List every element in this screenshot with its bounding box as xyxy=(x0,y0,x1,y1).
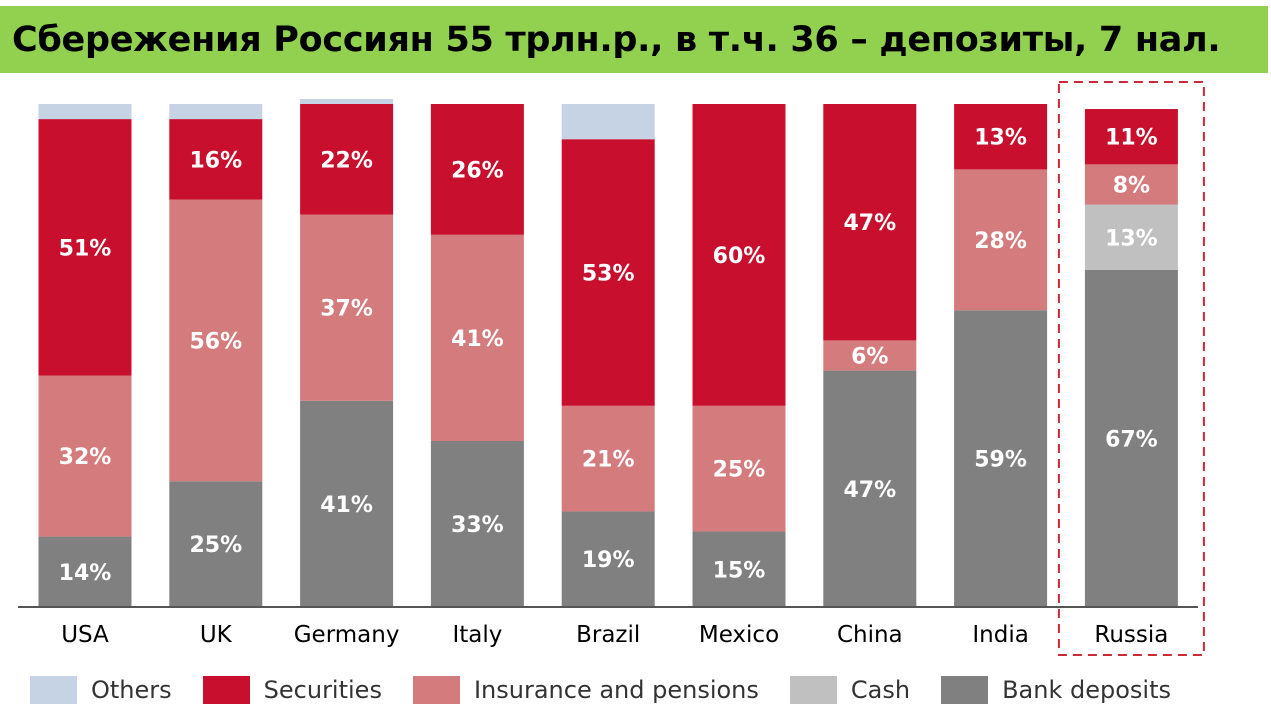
bar-uk-bank-deposits xyxy=(169,481,263,607)
x-tick-label-india: India xyxy=(972,622,1028,648)
data-label-brazil-bank-deposits: 19% xyxy=(582,548,635,573)
legend-swatch-insurance-and-pensions xyxy=(412,676,460,704)
title-banner: Сбережения Россиян 55 трлн.р., в т.ч. 36… xyxy=(0,6,1268,73)
data-label-italy-securities: 26% xyxy=(451,158,504,183)
bar-russia-cash xyxy=(1084,204,1178,270)
bar-usa-others xyxy=(38,104,132,120)
data-label-brazil-securities: 53% xyxy=(582,262,635,287)
x-tick-label-italy: Italy xyxy=(452,622,502,648)
bar-russia-bank-deposits xyxy=(1084,269,1178,607)
bar-italy-bank-deposits xyxy=(430,441,524,607)
data-label-italy-bank-deposits: 33% xyxy=(451,513,504,538)
data-label-russia-cash: 13% xyxy=(1105,226,1158,251)
bar-brazil-securities xyxy=(561,139,655,406)
data-label-uk-bank-deposits: 25% xyxy=(189,533,242,558)
legend-label-others: Others xyxy=(91,676,172,704)
bar-india-securities xyxy=(954,104,1048,170)
x-tick-label-usa: USA xyxy=(61,622,109,648)
page-title: Сбережения Россиян 55 трлн.р., в т.ч. 36… xyxy=(12,19,1221,60)
data-label-germany-bank-deposits: 41% xyxy=(320,493,373,518)
data-label-brazil-insurance-and-pensions: 21% xyxy=(582,448,635,473)
bar-india-insurance-and-pensions xyxy=(954,169,1048,311)
x-tick-labels-group: USA UK Germany Italy Brazil Mexico China India R… xyxy=(61,622,1168,648)
bar-uk-insurance-and-pensions xyxy=(169,199,263,482)
bar-usa-insurance-and-pensions xyxy=(38,375,132,537)
bar-germany-insurance-and-pensions xyxy=(300,214,394,401)
data-label-india-insurance-and-pensions: 28% xyxy=(974,229,1027,254)
bar-italy-securities xyxy=(430,104,524,235)
bar-russia-securities xyxy=(1084,109,1178,165)
bar-mexico-bank-deposits xyxy=(692,531,786,607)
bar-germany-securities xyxy=(300,104,394,215)
legend-swatch-others xyxy=(30,676,77,704)
x-tick-label-russia: Russia xyxy=(1094,622,1168,648)
legend-label-insurance-and-pensions: Insurance and pensions xyxy=(473,676,759,704)
legend-item-securities: Securities xyxy=(202,676,382,704)
data-label-russia-securities: 11% xyxy=(1105,126,1158,151)
data-label-usa-securities: 51% xyxy=(59,236,112,261)
data-label-germany-securities: 22% xyxy=(320,148,373,173)
legend: Others Securities Insurance and pensions Ca… xyxy=(30,672,1171,708)
bar-uk-securities xyxy=(169,119,263,200)
data-label-china-securities: 47% xyxy=(843,211,896,236)
data-label-india-securities: 13% xyxy=(974,126,1027,151)
segment-labels-group: 14% 32% 51% 25% 56% 16% 41% 37% 22% 33% 41% 26% 19% 2… xyxy=(59,126,1158,586)
x-tick-label-uk: UK xyxy=(200,622,233,648)
data-label-russia-bank-deposits: 67% xyxy=(1105,427,1158,452)
bar-mexico-insurance-and-pensions xyxy=(692,405,786,532)
bar-brazil-bank-deposits xyxy=(561,511,655,607)
data-label-uk-insurance-and-pensions: 56% xyxy=(189,329,242,354)
data-label-india-bank-deposits: 59% xyxy=(974,448,1027,473)
data-label-uk-securities: 16% xyxy=(189,148,242,173)
legend-label-bank-deposits: Bank deposits xyxy=(1002,676,1172,704)
x-tick-label-germany: Germany xyxy=(294,622,400,648)
legend-item-bank-deposits: Bank deposits xyxy=(941,676,1171,704)
data-label-china-bank-deposits: 47% xyxy=(843,478,896,503)
bar-uk-others xyxy=(169,104,263,120)
data-label-mexico-securities: 60% xyxy=(713,244,766,269)
data-label-mexico-bank-deposits: 15% xyxy=(713,558,766,583)
bar-brazil-insurance-and-pensions xyxy=(561,405,655,512)
data-label-russia-insurance-and-pensions: 8% xyxy=(1113,173,1150,198)
legend-label-securities: Securities xyxy=(263,676,382,704)
bar-china-insurance-and-pensions xyxy=(823,340,917,371)
bar-russia-insurance-and-pensions xyxy=(1084,164,1178,205)
legend-swatch-cash xyxy=(789,676,837,704)
data-label-germany-insurance-and-pensions: 37% xyxy=(320,297,373,322)
bar-germany-bank-deposits xyxy=(300,400,394,607)
bar-china-bank-deposits xyxy=(823,370,917,607)
x-tick-label-brazil: Brazil xyxy=(576,622,640,648)
bar-china-securities xyxy=(823,104,917,341)
x-tick-label-mexico: Mexico xyxy=(699,622,779,648)
data-label-mexico-insurance-and-pensions: 25% xyxy=(713,458,766,483)
legend-item-insurance-and-pensions: Insurance and pensions xyxy=(412,676,759,704)
bar-usa-bank-deposits xyxy=(38,536,132,607)
bar-usa-securities xyxy=(38,119,132,376)
legend-label-cash: Cash xyxy=(850,676,911,704)
bar-mexico-securities xyxy=(692,104,786,406)
data-label-italy-insurance-and-pensions: 41% xyxy=(451,327,504,352)
data-label-usa-insurance-and-pensions: 32% xyxy=(59,445,112,470)
bar-brazil-others xyxy=(561,104,655,140)
x-tick-label-china: China xyxy=(837,622,903,648)
data-label-usa-bank-deposits: 14% xyxy=(59,561,112,586)
bar-germany-others xyxy=(300,98,394,104)
bar-india-bank-deposits xyxy=(954,310,1048,607)
legend-swatch-bank-deposits xyxy=(941,676,989,704)
data-label-china-insurance-and-pensions: 6% xyxy=(851,345,888,370)
stacked-bar-chart: 14% 32% 51% 25% 56% 16% 41% 37% 22% 33% 41% 26% 19% 2… xyxy=(18,81,1205,656)
legend-item-others: Others xyxy=(30,676,172,704)
bars-group xyxy=(38,98,1178,607)
legend-item-cash: Cash xyxy=(789,676,911,704)
bar-italy-insurance-and-pensions xyxy=(430,234,524,442)
legend-swatch-securities xyxy=(202,676,250,704)
